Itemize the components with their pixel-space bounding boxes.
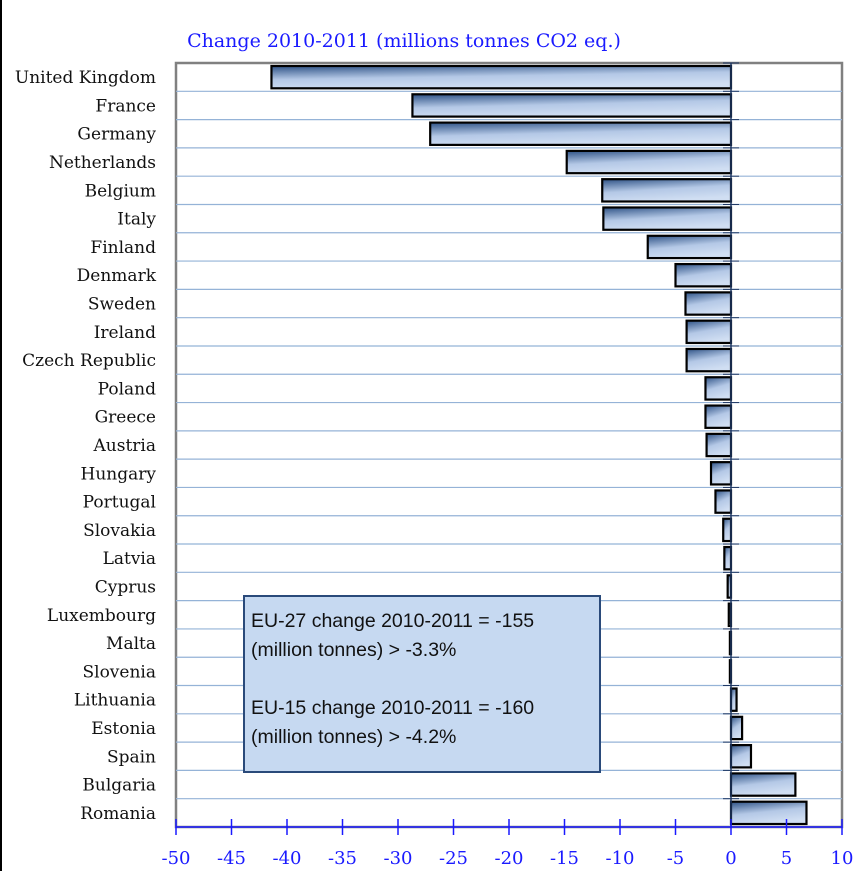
- annotation-line-eu15: EU-15 change 2010-2011 = -160: [251, 697, 535, 719]
- x-tick-label: 10: [831, 848, 854, 869]
- category-label: Romania: [80, 804, 156, 824]
- bar-greece: [704, 404, 733, 429]
- bar-estonia: [729, 715, 744, 741]
- bar-portugal: [714, 489, 733, 514]
- category-label: Greece: [95, 408, 156, 428]
- x-tick-label: -25: [439, 848, 468, 869]
- bar-latvia: [723, 545, 733, 571]
- annotation-box: EU-27 change 2010-2011 = -155 (million t…: [243, 595, 601, 773]
- bar-belgium: [601, 178, 733, 203]
- category-label: Malta: [106, 634, 156, 654]
- category-label: Germany: [77, 125, 156, 145]
- bar-finland: [646, 234, 733, 260]
- bar-austria: [705, 432, 733, 458]
- x-tick-label: -5: [667, 848, 685, 869]
- chart-title: Change 2010-2011 (millions tonnes CO2 eq…: [187, 30, 621, 52]
- x-tick-label: 0: [725, 848, 736, 869]
- bar-ireland: [685, 319, 733, 345]
- category-label: Spain: [107, 747, 156, 767]
- bar-hungary: [709, 461, 733, 486]
- category-label: Austria: [93, 436, 156, 456]
- bar-lithuania: [729, 687, 738, 712]
- category-label: Denmark: [77, 266, 157, 286]
- bar-netherlands: [565, 149, 733, 175]
- bar-france: [411, 93, 733, 118]
- category-label: Luxembourg: [47, 606, 156, 626]
- bar-denmark: [674, 262, 733, 288]
- x-tick-label: -15: [550, 848, 579, 869]
- category-label: Cyprus: [95, 577, 156, 597]
- category-label: Poland: [98, 379, 157, 399]
- bar-germany: [429, 121, 733, 146]
- category-label: Hungary: [81, 464, 157, 484]
- category-label: Portugal: [83, 493, 156, 513]
- category-label: Italy: [117, 210, 156, 230]
- category-label: Bulgaria: [82, 776, 156, 796]
- category-label: Finland: [90, 238, 156, 258]
- left-edge-rule: [0, 0, 2, 871]
- category-label: Estonia: [91, 719, 156, 739]
- bar-romania: [729, 800, 808, 826]
- bar-poland: [704, 376, 733, 401]
- bar-slovakia: [722, 517, 733, 543]
- category-label: Czech Republic: [22, 351, 156, 371]
- annotation-line-eu27: EU-27 change 2010-2011 = -155: [251, 610, 535, 632]
- category-label: Slovakia: [83, 521, 156, 541]
- bar-bulgaria: [729, 772, 797, 797]
- bar-czech-republic: [685, 347, 733, 373]
- x-tick-label: 5: [781, 848, 792, 869]
- x-tick-label: -45: [217, 848, 246, 869]
- bar-united-kingdom: [270, 64, 733, 90]
- category-label: Slovenia: [82, 662, 156, 682]
- x-tick-label: -40: [273, 848, 302, 869]
- category-label: United Kingdom: [15, 68, 156, 88]
- category-label: Ireland: [94, 323, 156, 343]
- x-tick-label: -10: [606, 848, 635, 869]
- category-label: Lithuania: [74, 691, 156, 711]
- category-label: Latvia: [103, 549, 156, 569]
- category-label: Sweden: [88, 295, 156, 315]
- category-label: France: [95, 96, 156, 116]
- x-tick-label: -35: [328, 848, 357, 869]
- annotation-line-eu15-pct: (million tonnes) > -4.2%: [251, 726, 457, 748]
- category-label: Belgium: [85, 181, 156, 201]
- category-label: Netherlands: [49, 153, 156, 173]
- bar-spain: [729, 744, 753, 769]
- x-tick-label: -50: [162, 848, 191, 869]
- annotation-line-eu27-pct: (million tonnes) > -3.3%: [251, 639, 457, 661]
- x-tick-label: -30: [384, 848, 413, 869]
- bar-italy: [602, 206, 733, 231]
- x-tick-label: -20: [495, 848, 524, 869]
- bar-sweden: [684, 291, 733, 316]
